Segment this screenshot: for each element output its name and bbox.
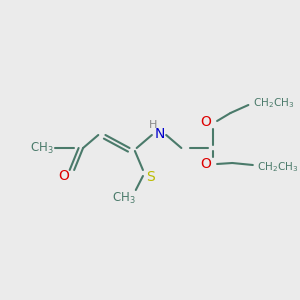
Text: O: O: [58, 169, 69, 183]
Text: O: O: [200, 115, 211, 129]
Text: CH$_3$: CH$_3$: [112, 190, 136, 206]
Text: CH$_3$: CH$_3$: [30, 140, 54, 155]
Text: CH$_2$CH$_3$: CH$_2$CH$_3$: [253, 96, 294, 110]
Text: S: S: [146, 170, 154, 184]
Text: O: O: [200, 157, 211, 171]
Text: N: N: [155, 127, 165, 141]
Text: CH$_2$CH$_3$: CH$_2$CH$_3$: [257, 160, 298, 174]
Text: H: H: [148, 120, 157, 130]
